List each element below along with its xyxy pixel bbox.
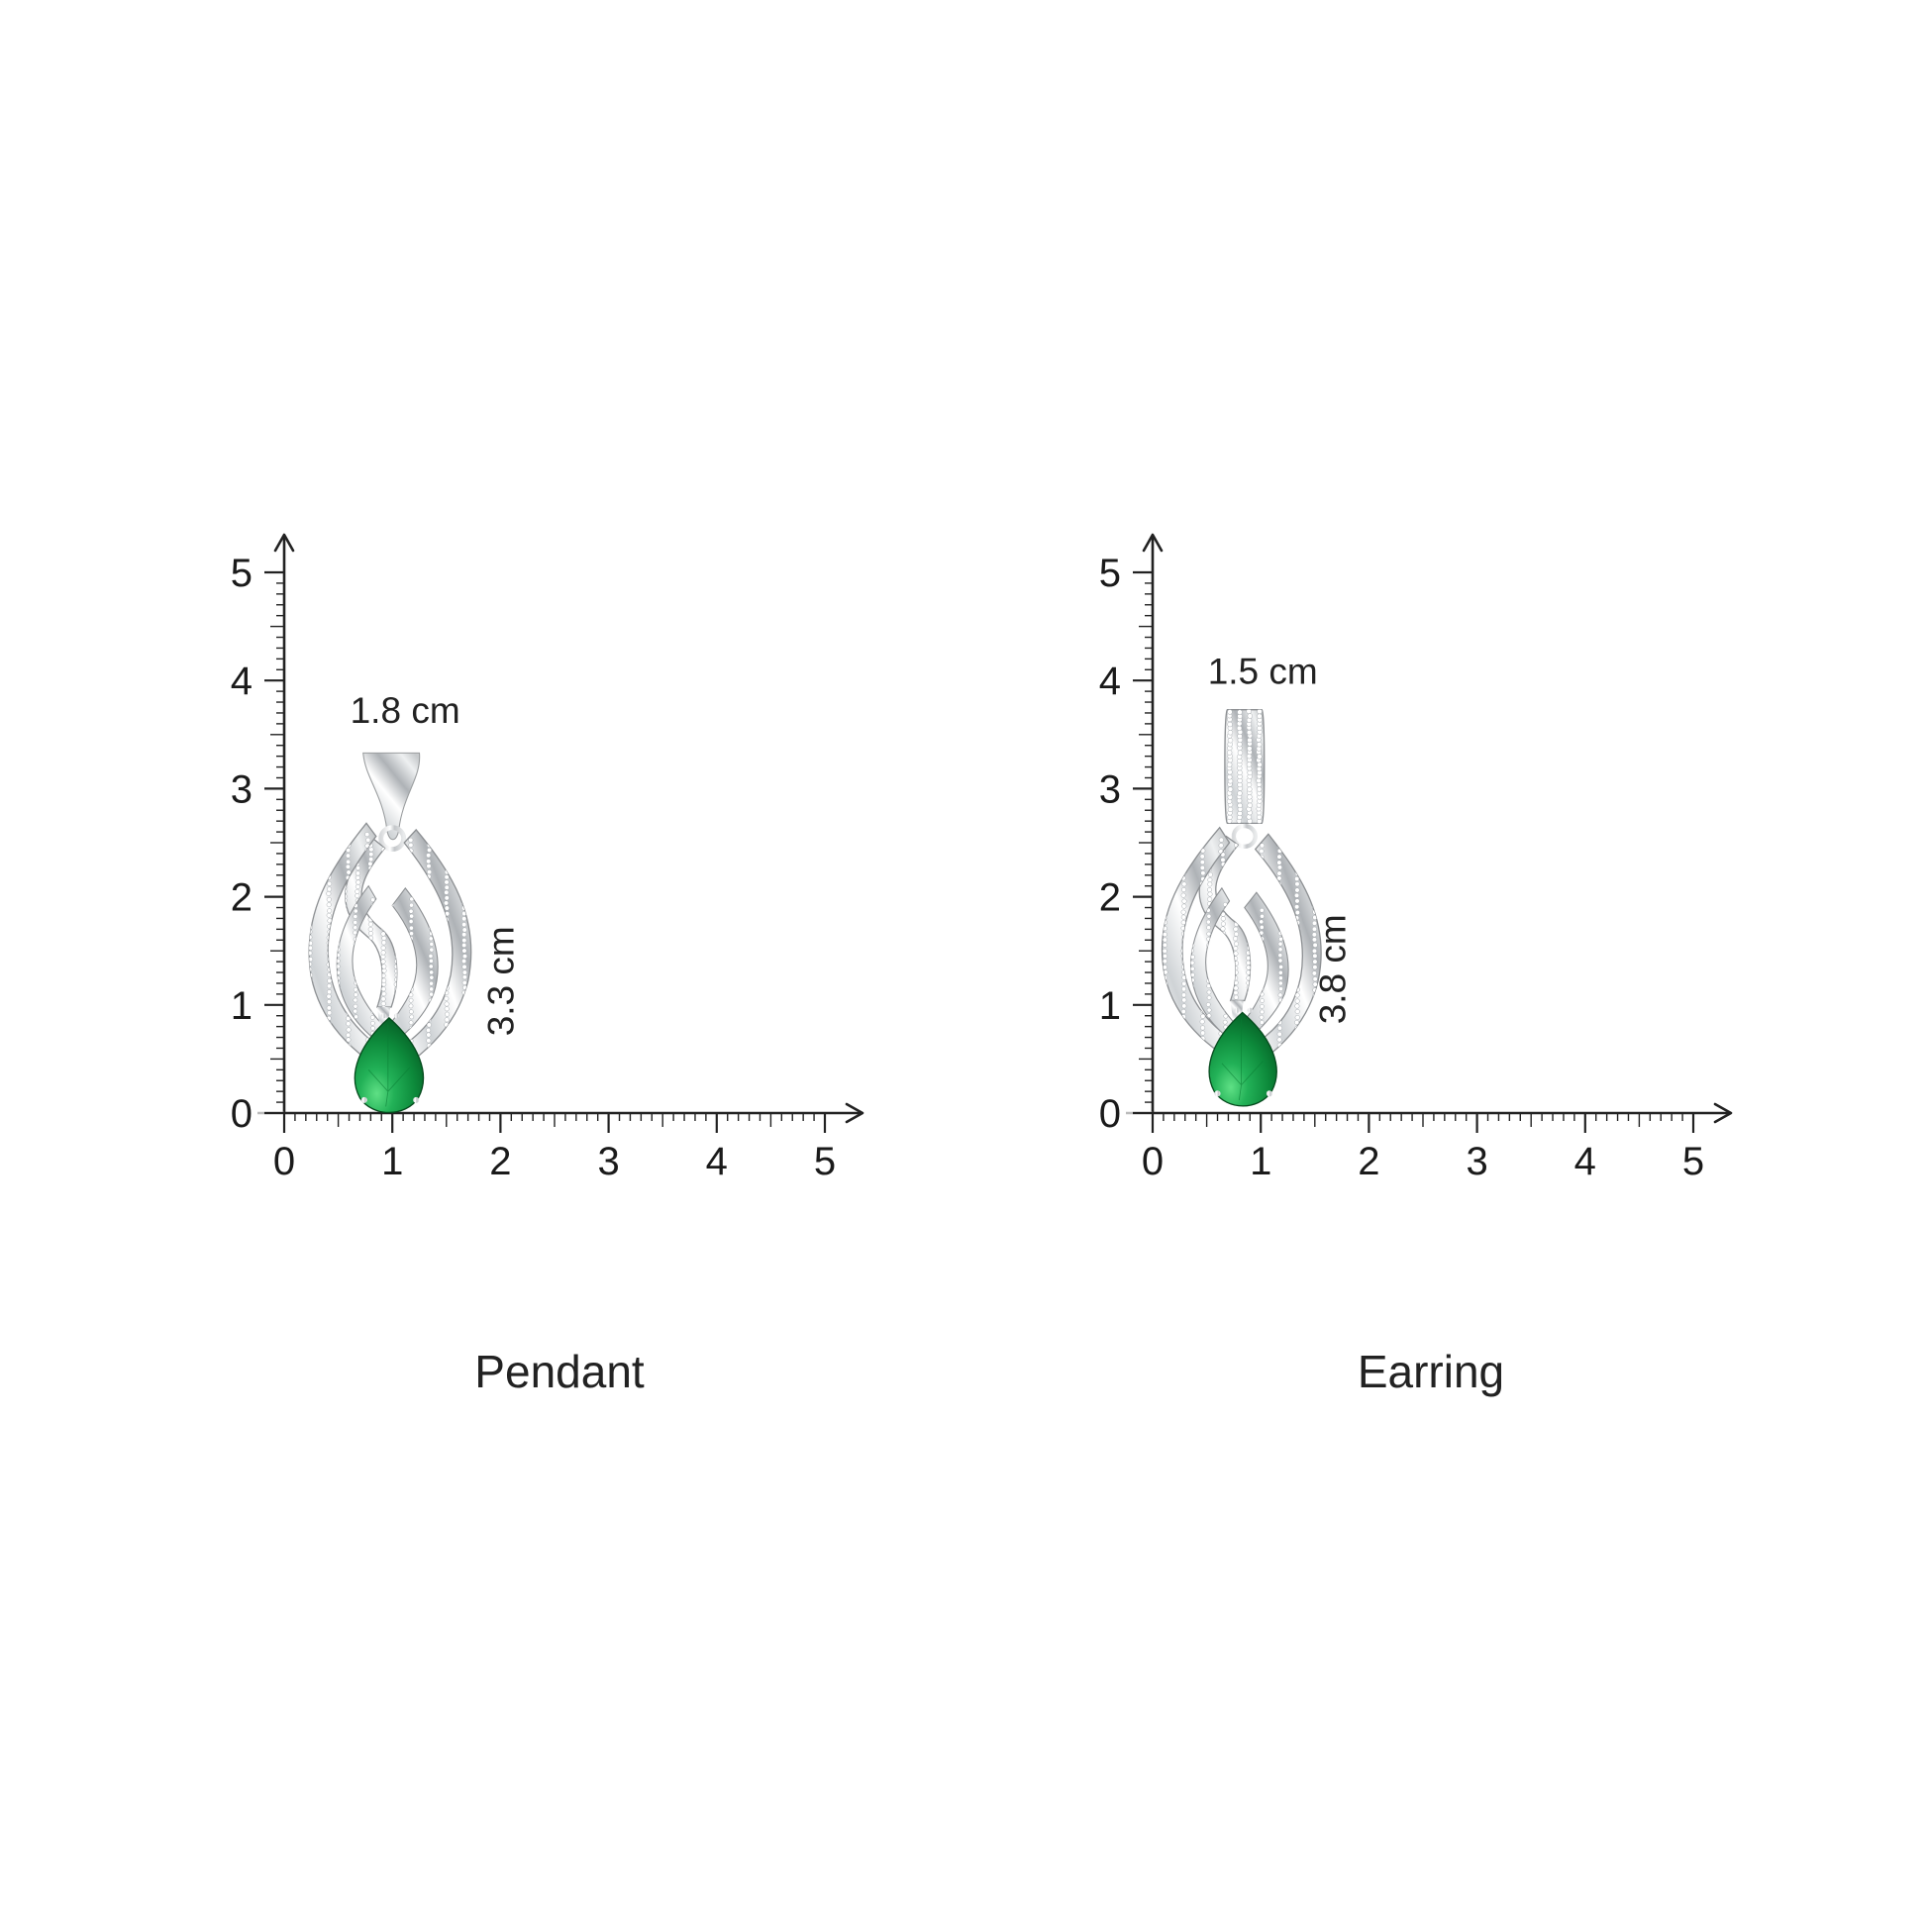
svg-text:0: 0 [1099,1092,1121,1136]
svg-text:2: 2 [1099,876,1121,920]
svg-text:0: 0 [1142,1140,1164,1183]
svg-text:2: 2 [489,1140,511,1183]
svg-text:5: 5 [1099,552,1121,595]
svg-text:4: 4 [706,1140,728,1183]
svg-text:4: 4 [1574,1140,1596,1183]
svg-text:3: 3 [1466,1140,1487,1183]
svg-text:3: 3 [1099,767,1121,811]
svg-text:5: 5 [231,552,253,595]
svg-text:1: 1 [1250,1140,1271,1183]
svg-text:3.3 cm: 3.3 cm [481,926,522,1036]
svg-text:3: 3 [231,767,253,811]
svg-text:1: 1 [381,1140,403,1183]
svg-text:4: 4 [231,660,253,703]
svg-text:1: 1 [231,984,253,1028]
svg-text:0: 0 [273,1140,295,1183]
svg-text:4: 4 [1099,660,1121,703]
svg-text:1.8 cm: 1.8 cm [351,690,460,731]
svg-text:3: 3 [597,1140,619,1183]
svg-text:5: 5 [814,1140,836,1183]
svg-text:1.5 cm: 1.5 cm [1208,651,1318,691]
svg-text:5: 5 [1682,1140,1704,1183]
svg-text:0: 0 [231,1092,253,1136]
svg-text:2: 2 [1358,1140,1379,1183]
svg-text:2: 2 [231,876,253,920]
svg-text:1: 1 [1099,984,1121,1028]
